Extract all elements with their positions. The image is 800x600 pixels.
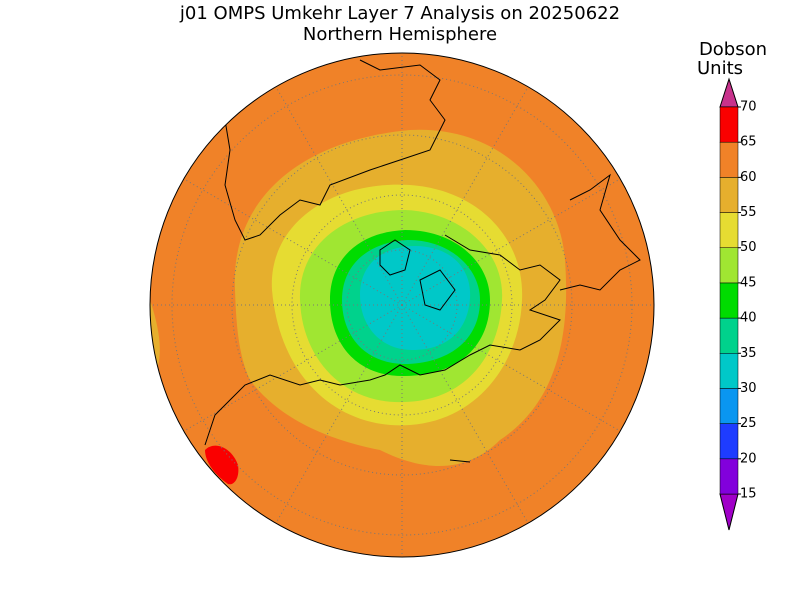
colorbar-tick-label: 60: [740, 170, 757, 185]
colorbar-band: [719, 388, 739, 424]
colorbar-tick-label: 35: [740, 346, 757, 361]
colorbar-tick-label: 45: [740, 275, 757, 290]
colorbar-tick-label: 65: [740, 135, 757, 150]
map-subtitle: Northern Hemisphere: [303, 24, 497, 45]
colorbar-unit: Units: [697, 58, 743, 79]
colorbar-band: [719, 141, 739, 178]
contour-band: [360, 246, 471, 350]
colorbar-tick-label: 40: [740, 311, 757, 326]
colorbar-tick-label: 25: [740, 416, 757, 431]
colorbar-band: [719, 458, 739, 495]
colorbar: 15 20 25 30 35 40 45 50 55 60 65 70: [719, 77, 757, 531]
colorbar-band: [719, 106, 739, 143]
colorbar-band: [719, 177, 739, 213]
colorbar-tick-label: 20: [740, 451, 757, 466]
contour-band: [205, 445, 239, 485]
colorbar-tick-label: 30: [740, 381, 757, 396]
colorbar-tick-label: 55: [740, 205, 757, 220]
colorbar-unit: Dobson: [699, 39, 767, 60]
colorbar-over: [719, 77, 739, 108]
colorbar-tick-label: 50: [740, 240, 757, 255]
colorbar-tick-label: 70: [740, 100, 757, 115]
colorbar-band: [719, 212, 739, 248]
map-title: j01 OMPS Umkehr Layer 7 Analysis on 2025…: [179, 3, 620, 24]
colorbar-under: [719, 493, 739, 531]
coastlines: [204, 59, 641, 463]
colorbar-band: [719, 247, 739, 284]
colorbar-band: [719, 353, 739, 389]
colorbar-band: [719, 423, 739, 460]
colorbar-tick-label: 15: [740, 487, 757, 502]
colorbar-band: [719, 282, 739, 319]
map-border: [149, 52, 655, 558]
graticule: [150, 53, 654, 557]
colorbar-band: [719, 317, 739, 354]
